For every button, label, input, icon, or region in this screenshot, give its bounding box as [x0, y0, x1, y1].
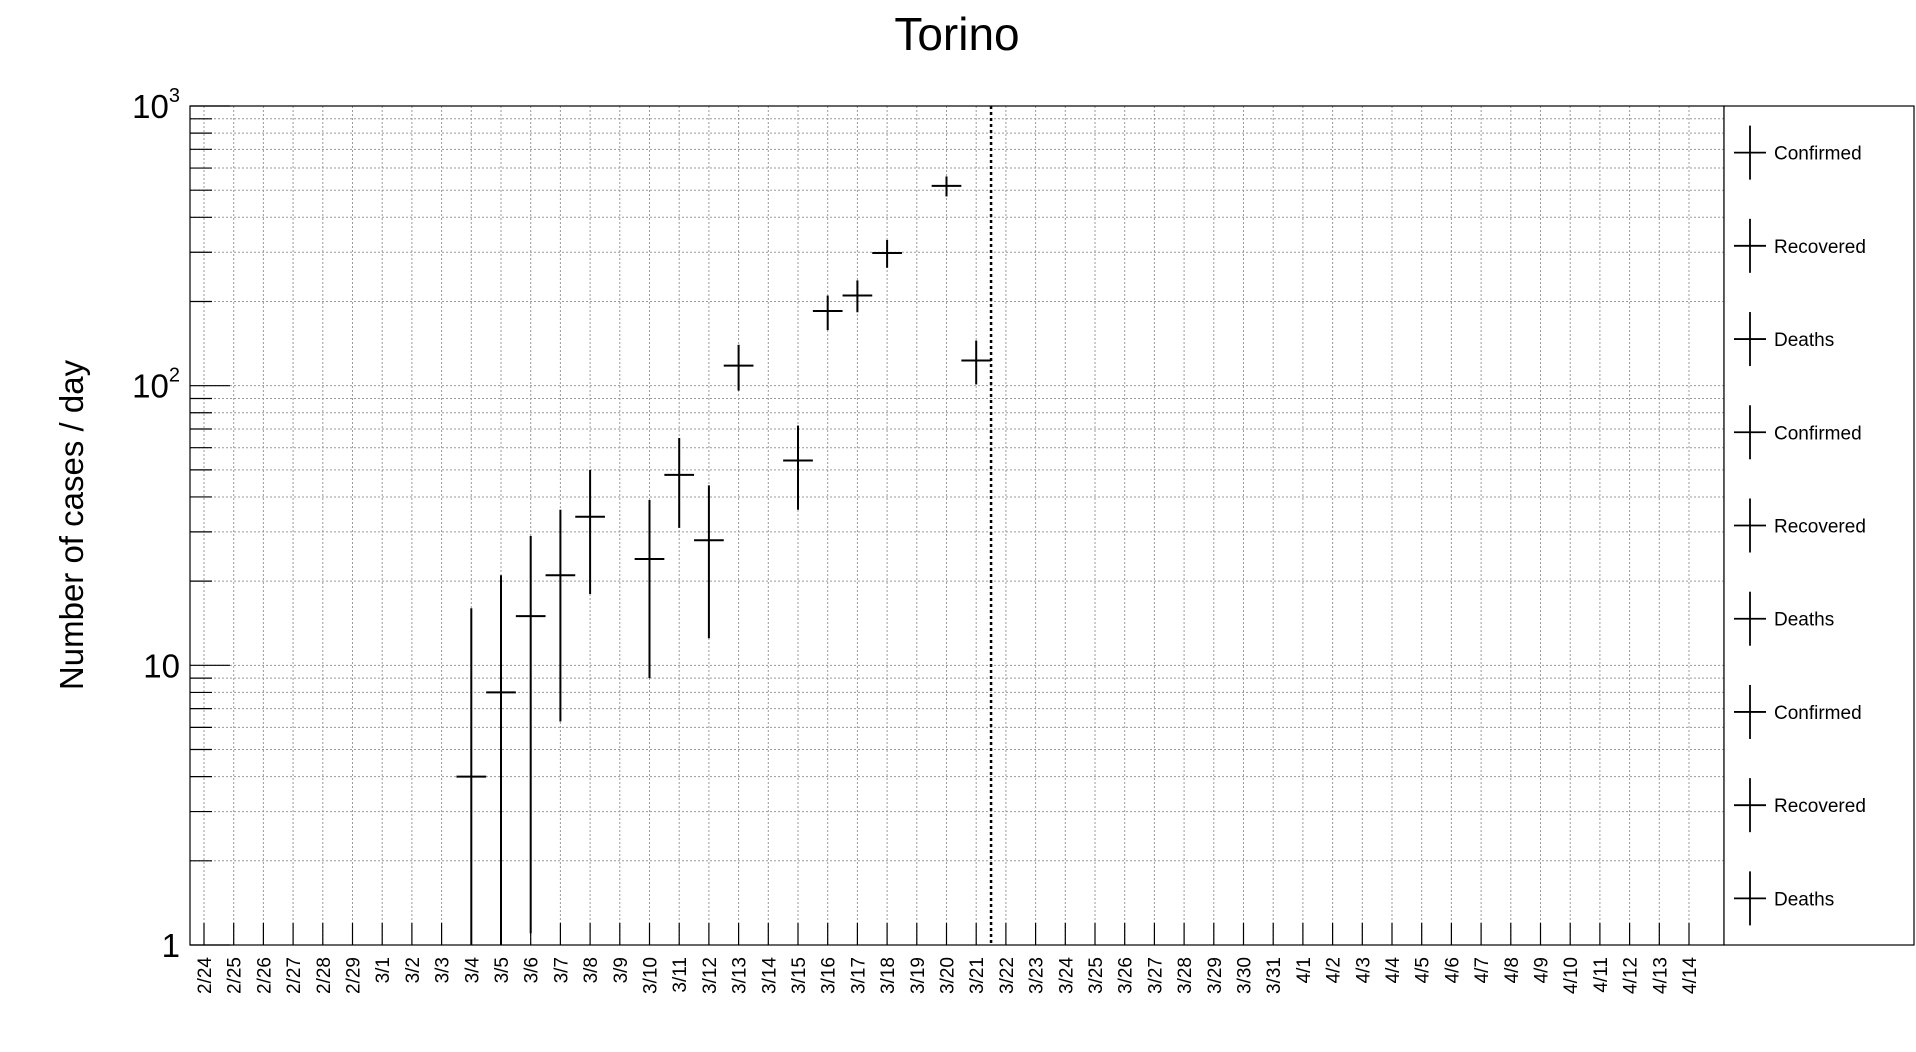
- y-axis-label: Number of cases / day: [53, 359, 90, 690]
- x-tick-label: 4/6: [1442, 957, 1463, 983]
- x-tick-label: 3/20: [938, 957, 959, 994]
- x-tick-label: 4/3: [1353, 957, 1374, 983]
- x-tick-label: 3/19: [908, 957, 929, 994]
- x-tick-label: 3/14: [759, 957, 780, 994]
- x-tick-label: 3/18: [878, 957, 899, 994]
- x-tick-label: 4/4: [1383, 957, 1404, 984]
- x-tick-label: 3/29: [1205, 957, 1226, 994]
- y-tick-labels: 1 10 102 103: [132, 85, 180, 964]
- x-tick-label: 3/21: [967, 957, 988, 994]
- x-tick-label: 3/23: [1027, 957, 1048, 994]
- legend-label: Confirmed: [1774, 703, 1862, 724]
- x-tick-label: 4/12: [1621, 957, 1642, 994]
- x-tick-labels: 2/24 2/25 2/26 2/27 2/28 2/29 3/1 3/2 3/3 3/4 3/5 3…: [195, 957, 1701, 994]
- y-tick-label: 103: [132, 85, 180, 125]
- legend-label: Recovered: [1774, 237, 1866, 258]
- x-tick-label: 3/3: [433, 957, 454, 983]
- legend-label: Deaths: [1774, 610, 1834, 631]
- x-tick-label: 2/26: [254, 957, 275, 994]
- y-tick-label: 1: [162, 927, 180, 964]
- x-tick-label: 3/11: [670, 957, 691, 993]
- x-tick-label: 4/5: [1413, 957, 1434, 983]
- x-tick-label: 3/1: [373, 957, 394, 983]
- x-tick-label: 4/13: [1650, 957, 1671, 994]
- legend-label: Recovered: [1774, 517, 1866, 538]
- x-tick-label: 3/15: [789, 957, 810, 994]
- data-points: [456, 176, 992, 945]
- x-tick-label: 2/25: [225, 957, 246, 994]
- x-tick-label: 3/31: [1264, 957, 1285, 994]
- x-tick-label: 4/14: [1680, 957, 1701, 994]
- x-tick-label: 3/30: [1235, 957, 1256, 994]
- x-tick-label: 3/27: [1145, 957, 1166, 994]
- y-tick-label: 10: [143, 647, 180, 684]
- legend-label: Confirmed: [1774, 423, 1862, 444]
- x-tick-label: 3/28: [1175, 957, 1196, 994]
- x-tick-label: 3/5: [492, 957, 513, 983]
- legend-label: Recovered: [1774, 796, 1866, 817]
- x-tick-label: 4/1: [1294, 957, 1315, 983]
- legend-label: Confirmed: [1774, 144, 1862, 165]
- x-tick-label: 2/27: [284, 957, 305, 994]
- x-tick-label: 3/2: [403, 957, 424, 983]
- legend-label: Deaths: [1774, 889, 1834, 910]
- grid-lines: [190, 106, 1724, 946]
- x-tick-label: 3/9: [611, 957, 632, 983]
- x-tick-label: 3/24: [1056, 957, 1077, 994]
- x-tick-label: 3/4: [462, 957, 483, 984]
- x-tick-label: 2/28: [314, 957, 335, 994]
- legend-label: Deaths: [1774, 330, 1834, 351]
- legend: Confirmed Recovered Deaths Confirmed Recover…: [1734, 125, 1866, 926]
- x-tick-label: 4/7: [1472, 957, 1493, 983]
- plot-frame: [189, 105, 1725, 946]
- x-tick-label: 4/10: [1561, 957, 1582, 994]
- x-tick-label: 4/9: [1532, 957, 1553, 983]
- x-tick-label: 3/16: [819, 957, 840, 994]
- axis-ticks: [190, 105, 1690, 946]
- x-tick-label: 3/8: [581, 957, 602, 983]
- x-tick-label: 3/26: [1116, 957, 1137, 994]
- x-tick-label: 2/29: [344, 957, 365, 994]
- x-tick-label: 3/12: [700, 957, 721, 994]
- x-tick-label: 3/7: [551, 957, 572, 983]
- x-tick-label: 3/6: [522, 957, 543, 983]
- x-tick-label: 3/25: [1086, 957, 1107, 994]
- x-tick-label: 4/8: [1502, 957, 1523, 983]
- x-tick-label: 3/10: [641, 957, 662, 994]
- x-tick-label: 3/17: [848, 957, 869, 994]
- x-tick-label: 2/24: [195, 957, 216, 994]
- x-tick-label: 3/13: [730, 957, 751, 994]
- x-tick-label: 4/11: [1591, 957, 1612, 993]
- y-tick-label: 102: [132, 365, 180, 405]
- x-tick-label: 3/22: [997, 957, 1018, 994]
- x-tick-label: 4/2: [1324, 957, 1345, 983]
- chart-title: Torino: [894, 8, 1019, 60]
